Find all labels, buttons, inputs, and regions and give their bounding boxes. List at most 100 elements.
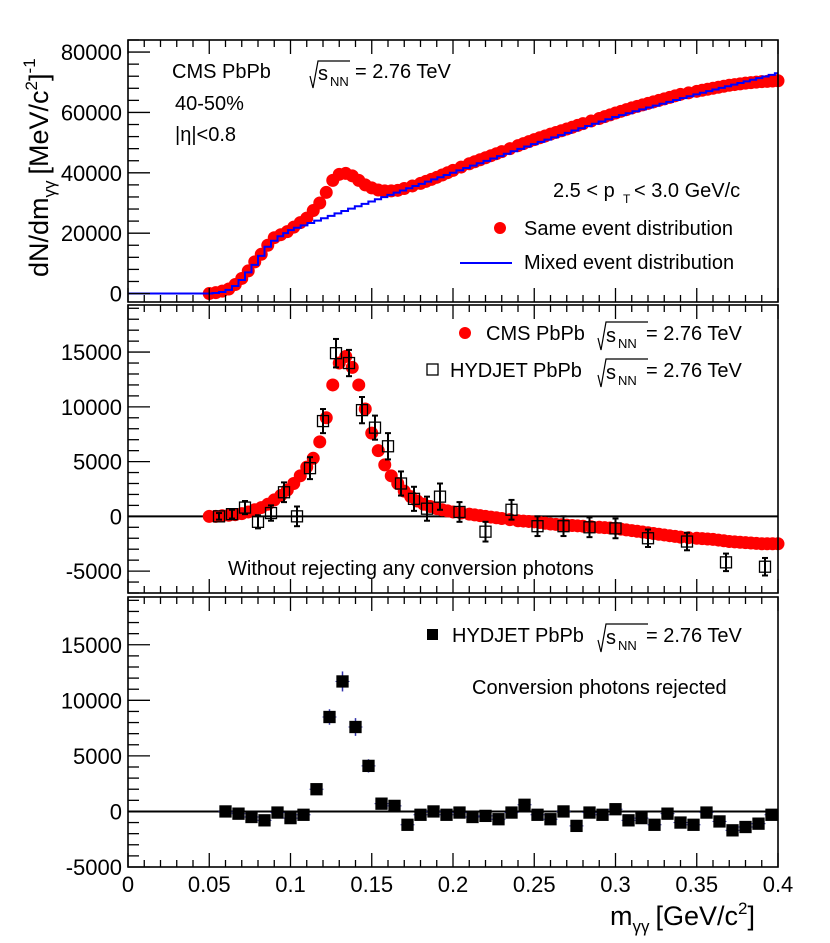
- sqrt-s: s: [318, 63, 328, 85]
- data-point-open-square: [641, 532, 655, 545]
- x-title-main: m: [610, 901, 633, 931]
- sqrt-sign-icon: [309, 60, 350, 89]
- legend-marker-hydjet: [426, 363, 439, 376]
- y-tick-label: 10000: [61, 688, 122, 713]
- sqrt-sign-icon: [597, 623, 648, 653]
- legend-rejected-sqrt-sub: NN: [618, 638, 637, 653]
- data-point-filled-square: [310, 783, 323, 796]
- data-point-filled-square: [388, 799, 401, 813]
- y-title-exp: -1: [20, 58, 39, 73]
- x-tick-label: 0.4: [763, 872, 794, 897]
- svg-text:mγγ[GeV/c2]: mγγ [GeV/c2]: [610, 899, 755, 936]
- data-point-red-circle: [319, 185, 333, 199]
- data-point-filled-square: [349, 720, 362, 734]
- x-title-close: ]: [748, 901, 756, 931]
- x-tick-label: 0.15: [350, 872, 393, 897]
- data-point-open-square: [238, 501, 252, 514]
- y-tick-label: 15000: [61, 633, 122, 658]
- data-point-open-square: [381, 440, 395, 453]
- data-point-open-square: [609, 522, 622, 535]
- legend-hydjet-energy: = 2.76 TeV: [646, 360, 742, 382]
- x-title-sup: 2: [738, 899, 747, 918]
- data-point-filled-square: [596, 808, 609, 821]
- data-point-filled-square: [245, 810, 258, 824]
- y-tick-label: -5000: [66, 855, 122, 880]
- mixed-event-step-line: [128, 72, 778, 295]
- bottom-legend: HYDJET PbPb s NN = 2.76 TeV: [427, 623, 742, 653]
- data-point-open-square: [583, 521, 596, 534]
- data-point-filled-square: [557, 805, 570, 818]
- bottom-marks: [128, 671, 779, 837]
- data-point-filled-square: [661, 807, 674, 820]
- data-point-filled-square: [687, 818, 700, 831]
- data-point-filled-square: [375, 797, 388, 810]
- data-point-filled-square: [609, 803, 622, 816]
- legend-rejected-energy: = 2.76 TeV: [646, 625, 742, 647]
- data-point-red-circle: [345, 360, 359, 374]
- data-point-filled-square: [427, 805, 440, 818]
- data-point-filled-square: [414, 808, 427, 821]
- svg-text:dN/dmγγ[MeV/c2]-1: dN/dmγγ [MeV/c2]-1: [20, 58, 59, 277]
- top-axis-ticks: 0 20000 40000 60000 80000: [61, 39, 779, 307]
- panel-middle: -5000 0 5000 10000 15000 CMS PbPb s NN = 2.7…: [61, 304, 785, 594]
- data-point-open-square: [758, 560, 772, 573]
- data-point-open-square: [368, 421, 382, 434]
- data-point-open-square: [225, 508, 239, 521]
- data-point-filled-square: [635, 811, 648, 825]
- top-plot-frame: [127, 39, 779, 303]
- data-point-filled-square: [271, 806, 284, 819]
- legend-cms-sqrt-s: s: [606, 325, 616, 347]
- pt-bin-post: < 3.0 GeV/c: [634, 180, 740, 202]
- data-point-filled-square: [336, 675, 349, 688]
- data-point-filled-square: [518, 798, 531, 811]
- data-point-open-square: [342, 356, 356, 370]
- middle-axis-ticks: -5000 0 5000 10000 15000: [61, 305, 779, 594]
- y-tick-label: 15000: [61, 340, 122, 365]
- data-point-filled-square: [258, 814, 271, 827]
- middle-annotation: Without rejecting any conversion photons: [228, 558, 594, 580]
- legend-label-mixed-event: Mixed event distribution: [524, 252, 734, 274]
- top-annotation-sqrt: s NN = 2.76 TeV: [309, 60, 451, 89]
- data-point-filled-square: [232, 807, 245, 820]
- data-point-red-circle: [313, 435, 327, 449]
- y-title-main: dN/dm: [24, 197, 54, 277]
- x-tick-label: 0.2: [438, 872, 469, 897]
- data-point-red-circle: [319, 411, 333, 425]
- y-tick-label: 5000: [73, 744, 122, 769]
- data-point-filled-square: [648, 818, 661, 831]
- legend-label-cms: CMS PbPb: [486, 323, 585, 345]
- x-tick-label: 0: [122, 872, 134, 897]
- data-point-filled-square: [492, 813, 505, 826]
- data-point-filled-square: [219, 805, 232, 818]
- data-point-open-square: [316, 414, 330, 428]
- y-axis-title: dN/dmγγ [MeV/c2]-1: [20, 58, 59, 277]
- legend-hydjet-sqrt-sub: NN: [618, 373, 637, 388]
- y-tick-label: 0: [110, 504, 122, 529]
- y-tick-label: 20000: [61, 221, 122, 246]
- data-point-filled-square: [739, 820, 752, 834]
- data-point-filled-square: [453, 806, 466, 819]
- data-point-open-square: [433, 490, 447, 503]
- data-point-filled-square: [284, 811, 297, 825]
- y-tick-label: 80000: [61, 40, 122, 65]
- data-point-red-circle: [326, 378, 340, 392]
- data-point-open-square: [453, 505, 466, 519]
- top-annotation-experiment: CMS PbPb: [172, 61, 271, 83]
- data-point-filled-square: [401, 818, 414, 831]
- data-point-open-square: [329, 347, 343, 360]
- legend-cms-sqrt-sub: NN: [618, 336, 637, 351]
- pt-bin-sub: T: [623, 192, 631, 206]
- top-legend: Same event distribution Mixed event dist…: [460, 218, 734, 274]
- data-point-open-square: [479, 525, 492, 538]
- data-point-filled-square: [583, 806, 596, 819]
- data-point-filled-square: [700, 806, 713, 819]
- data-point-filled-square: [570, 819, 583, 833]
- data-point-red-circle: [352, 378, 366, 392]
- data-point-open-square: [264, 506, 278, 520]
- data-point-filled-square: [674, 816, 687, 829]
- data-point-filled-square: [505, 806, 518, 819]
- data-point-filled-square: [622, 814, 635, 827]
- bottom-plot-frame: [127, 596, 779, 868]
- data-point-filled-square: [466, 810, 479, 824]
